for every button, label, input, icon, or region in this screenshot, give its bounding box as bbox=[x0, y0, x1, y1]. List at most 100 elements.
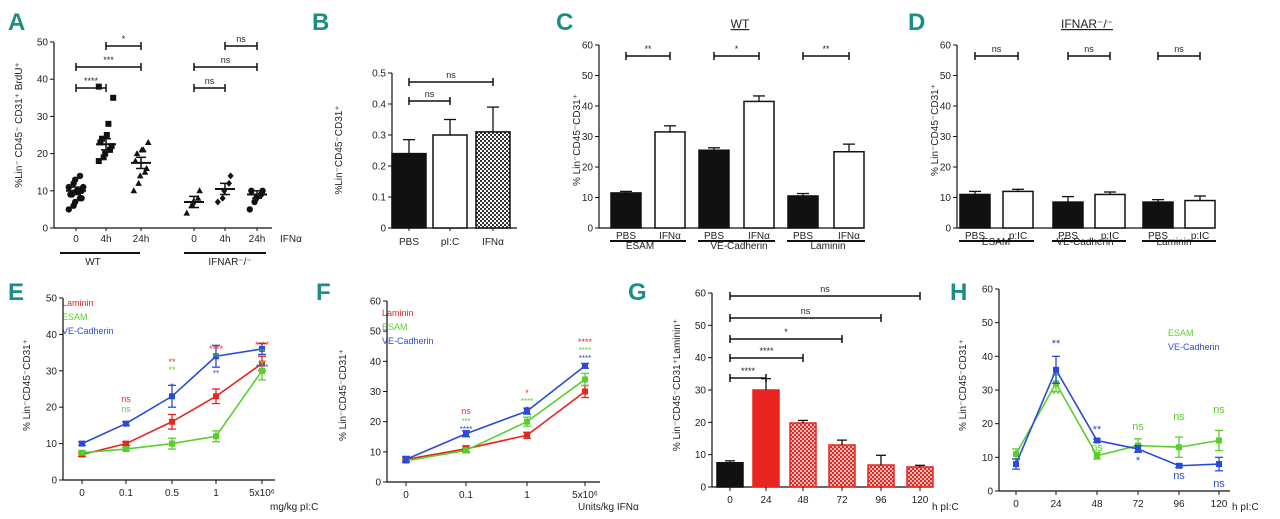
panel-h-line-ve-cadherin bbox=[1015, 368, 1220, 467]
panel-f-xtick-label: 0 bbox=[403, 490, 409, 501]
panel-b-ytick-label: 0.3 bbox=[372, 131, 386, 142]
panel-g-xtick-label: 120 bbox=[912, 495, 929, 506]
panel-a-point bbox=[140, 146, 147, 153]
panel-c-bar bbox=[654, 131, 686, 229]
panel-a-point bbox=[143, 164, 150, 171]
panel-d-bar bbox=[1184, 199, 1216, 229]
panel-f-sig-blue: **** bbox=[579, 354, 591, 363]
panel-a-sig-label: ns bbox=[236, 34, 246, 44]
panel-d-bar bbox=[1002, 190, 1034, 229]
panel-h-sig-blue: * bbox=[1136, 455, 1141, 467]
panel-a-sig-label: ns bbox=[221, 55, 231, 65]
panel-d-xtick-label: p:IC bbox=[1009, 231, 1027, 242]
panel-c-ytick-label: 40 bbox=[582, 102, 594, 113]
panel-e-marker bbox=[213, 353, 219, 360]
panel-h-sig-green: ** bbox=[1052, 389, 1061, 401]
panel-h-sig-blue: ns bbox=[1173, 470, 1185, 482]
panel-b-ytick-label: 0.4 bbox=[372, 100, 386, 111]
panel-f-ytick-label: 0 bbox=[375, 478, 381, 489]
panel-f-marker bbox=[403, 456, 409, 463]
panel-h-xtick-label: 96 bbox=[1173, 499, 1185, 510]
panel-a-point bbox=[97, 139, 104, 146]
panel-a-group-wt: WT bbox=[85, 257, 101, 268]
panel-h-sig-green: ns bbox=[1213, 404, 1225, 416]
panel-h-marker bbox=[1216, 461, 1222, 468]
panel-h-marker bbox=[1135, 445, 1141, 452]
panel-e-sig-green: ** bbox=[258, 347, 266, 357]
panel-h-ytick-label: 50 bbox=[982, 318, 994, 329]
panel-c-ytick-label: 60 bbox=[582, 41, 594, 52]
panel-c-ytick-label: 20 bbox=[582, 163, 594, 174]
panel-e-marker bbox=[79, 440, 85, 447]
panel-a-point bbox=[248, 187, 255, 194]
panel-label-a: A bbox=[8, 9, 25, 36]
panel-d-group-esam: ESAM bbox=[982, 237, 1010, 248]
panel-g-sig-label: **** bbox=[741, 366, 756, 376]
panel-label-h: H bbox=[950, 279, 967, 306]
panel-g-bar bbox=[867, 464, 895, 488]
panel-b-xtick-label: PBS bbox=[399, 237, 419, 248]
panel-a-point bbox=[227, 172, 234, 180]
panel-a-point bbox=[95, 158, 102, 165]
panel-c-sig-label: ** bbox=[822, 44, 830, 54]
panel-a-point bbox=[136, 172, 144, 179]
panel-f-legend-laminin: Laminin bbox=[382, 308, 414, 318]
panel-c-xtick-label: IFNα bbox=[659, 231, 681, 242]
panel-d-sig-label: ns bbox=[992, 44, 1002, 54]
panel-f-sig-red: ns bbox=[461, 406, 471, 416]
panel-h-xtick-label: 120 bbox=[1211, 499, 1228, 510]
panel-h-sig-blue: ns bbox=[1213, 478, 1225, 490]
panel-b-ytick-label: 0.2 bbox=[372, 162, 386, 173]
panel-d-ytick-label: 40 bbox=[940, 102, 952, 113]
panel-h-marker bbox=[1176, 444, 1182, 451]
panel-h-xtick-label: 48 bbox=[1091, 499, 1103, 510]
panel-e-sig-green: ns bbox=[121, 404, 131, 414]
panel-h-marker bbox=[1013, 461, 1019, 468]
panel-a-point bbox=[144, 138, 152, 145]
panel-a-sig-label: ns bbox=[205, 76, 215, 86]
panel-d-bar bbox=[1052, 201, 1084, 229]
panel-h-xtitle: h pI:C bbox=[1232, 502, 1259, 513]
panel-f-ytick-label: 60 bbox=[370, 297, 382, 308]
panel-c-group-laminin: Laminin bbox=[810, 241, 845, 252]
panel-h-ytick-label: 10 bbox=[982, 453, 994, 464]
panel-label-b: B bbox=[312, 9, 329, 36]
panel-g-bar bbox=[828, 444, 856, 488]
panel-a-ylabel: %Lin⁻ CD45⁻ CD31⁺ BrdU⁺ bbox=[14, 62, 25, 188]
panel-g-xtick-label: 96 bbox=[875, 495, 887, 506]
panel-a-xtick-label: 24h bbox=[133, 234, 150, 245]
panel-b-xtick-label: IFNα bbox=[482, 237, 504, 248]
panel-a-ytick-label: 0 bbox=[42, 224, 48, 235]
panel-e-marker bbox=[169, 393, 175, 400]
panel-e-ytick-label: 30 bbox=[46, 366, 58, 377]
panel-g-ytick-label: 60 bbox=[695, 289, 707, 300]
panel-c-title: WT bbox=[731, 17, 750, 31]
panel-a-ytick-label: 40 bbox=[37, 75, 49, 86]
panel-a-point bbox=[72, 176, 79, 183]
panel-a-xtick-label: 0 bbox=[73, 234, 79, 245]
panel-h-ytick-label: 30 bbox=[982, 386, 994, 397]
panel-e-legend-vecadherin: VE-Cadherin bbox=[62, 326, 114, 336]
panel-a-point bbox=[100, 154, 107, 161]
panel-b-bar bbox=[475, 131, 511, 229]
panel-b-ylabel: %Lin⁻CD45⁻CD31⁺ bbox=[334, 105, 345, 194]
panel-b-bar bbox=[432, 134, 468, 229]
panel-e-marker bbox=[123, 446, 129, 453]
panel-f-legend-esam: ESAM bbox=[382, 322, 408, 332]
panel-a-point bbox=[133, 150, 141, 157]
panel-a-point bbox=[110, 94, 117, 101]
panel-d-group-vecadherin: VE-Cadherin bbox=[1056, 237, 1113, 248]
panel-e-marker bbox=[169, 440, 175, 447]
panel-e-legend-esam: ESAM bbox=[62, 312, 88, 322]
panel-e-marker bbox=[213, 433, 219, 440]
panel-d-ytick-label: 50 bbox=[940, 71, 952, 82]
panel-a-xtitle: IFNα bbox=[280, 234, 302, 245]
panel-label-c: C bbox=[556, 9, 573, 36]
panel-e-xtick-label: 0.5 bbox=[165, 488, 179, 499]
panel-label-d: D bbox=[908, 9, 925, 36]
panel-e-marker bbox=[123, 440, 129, 447]
panel-c-xtick-label: IFNα bbox=[838, 231, 860, 242]
panel-f-marker bbox=[582, 362, 588, 369]
panel-a-sig-label: **** bbox=[84, 76, 99, 86]
